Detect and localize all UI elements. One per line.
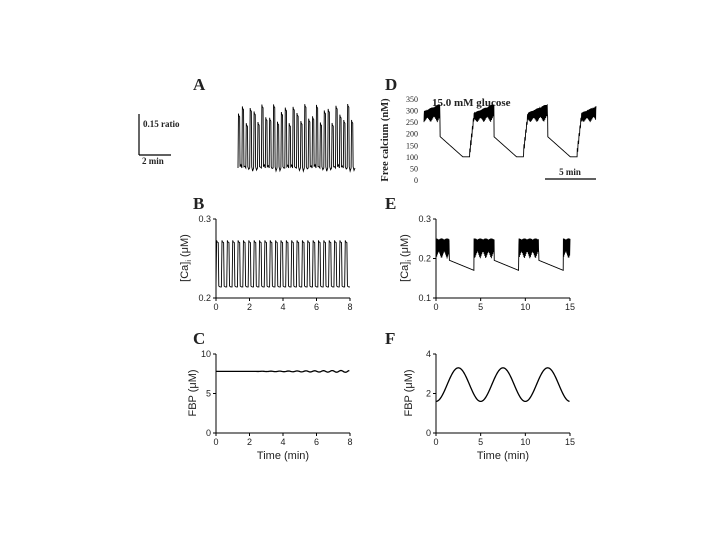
panel-e-trace [435, 238, 571, 271]
y-tick-label: 2 [426, 389, 431, 399]
panel-b-ylabel-unit: (μM) [179, 234, 191, 260]
y-tick-label: 0.3 [198, 214, 211, 224]
panel-d: D 15.0 mM glucose Free calcium (nM) 0 50 1… [380, 75, 597, 185]
y-tick-label: 250 [406, 118, 418, 127]
panel-e-ylabel-text: [Ca]i (μM) [399, 234, 413, 282]
x-tick-label: 8 [347, 302, 352, 312]
panel-a-trace [237, 103, 356, 173]
y-tick-label: 350 [406, 95, 418, 104]
panel-b-ylabel-sub: i [186, 260, 193, 262]
panel-b: B 0 2 4 6 8 0.2 0.3 [Ca]i (μM) [179, 194, 353, 312]
y-tick-label: 0 [426, 428, 431, 438]
panel-e-letter: E [385, 194, 396, 213]
y-tick-label: 0.2 [418, 254, 431, 264]
y-tick-label: 0.1 [418, 293, 431, 303]
panel-a-scalebar-y-label: 0.15 ratio [143, 119, 180, 129]
panel-f-letter: F [385, 329, 395, 348]
x-tick-label: 0 [213, 302, 218, 312]
panel-d-scalebar-label: 5 min [559, 167, 581, 177]
panel-d-ylabel-text: Free calcium (nM) [380, 98, 391, 182]
panel-d-yticks: 0 50 100 150 200 250 300 350 [406, 95, 418, 185]
y-tick-label: 200 [406, 130, 418, 139]
panel-b-letter: B [193, 194, 204, 213]
x-tick-label: 5 [478, 302, 483, 312]
panel-b-trace [215, 240, 350, 288]
y-tick-label: 0 [206, 428, 211, 438]
panel-c-ylabel-text: FBP (μM) [187, 369, 199, 416]
panel-e-ylabel-unit: (μM) [399, 234, 411, 260]
panel-b-ticks: 0 2 4 6 8 0.2 0.3 [198, 214, 352, 312]
panel-f-trace [435, 367, 570, 403]
panel-b-ylabel: [Ca]i (μM) [179, 234, 193, 282]
panel-b-ylabel-main: [Ca] [179, 262, 191, 282]
panel-e-ylabel-sub: i [406, 260, 413, 262]
x-tick-label: 15 [565, 302, 575, 312]
x-tick-label: 8 [347, 437, 352, 447]
x-tick-label: 6 [314, 302, 319, 312]
y-tick-label: 5 [206, 389, 211, 399]
panel-a-scalebar-x-label: 2 min [142, 156, 164, 166]
y-tick-label: 100 [406, 153, 418, 162]
x-tick-label: 0 [433, 437, 438, 447]
panel-e-ylabel-main: [Ca] [399, 262, 411, 282]
y-tick-label: 300 [406, 107, 418, 116]
panel-e-ylabel: [Ca]i (μM) [399, 234, 413, 282]
panel-c-letter: C [193, 329, 205, 348]
x-tick-label: 10 [520, 437, 530, 447]
y-tick-label: 0.2 [198, 293, 211, 303]
panel-c-ticks: 0 2 4 6 8 0 5 10 [201, 349, 353, 447]
y-tick-label: 4 [426, 349, 431, 359]
x-tick-label: 2 [247, 437, 252, 447]
panel-d-title: 15.0 mM glucose [432, 97, 511, 109]
y-tick-label: 50 [410, 164, 418, 173]
y-tick-label: 10 [201, 349, 211, 359]
panel-c-trace [216, 369, 350, 373]
panel-d-trace [423, 103, 597, 158]
panel-b-ylabel-text: [Ca]i (μM) [179, 234, 193, 282]
x-tick-label: 2 [247, 302, 252, 312]
x-tick-label: 0 [433, 302, 438, 312]
panel-f-xlabel: Time (min) [477, 450, 529, 462]
x-tick-label: 5 [478, 437, 483, 447]
panel-f-ticks: 0 5 10 15 0 2 4 [426, 349, 575, 447]
panel-f-ylabel-text: FBP (μM) [403, 369, 415, 416]
panel-d-letter: D [385, 75, 397, 94]
panel-f: F 0 5 10 15 0 2 4 FBP (μM) Time (min) [385, 329, 575, 462]
panel-f-ylabel: FBP (μM) [403, 369, 415, 416]
x-tick-label: 4 [280, 302, 285, 312]
x-tick-label: 0 [213, 437, 218, 447]
panel-c-ylabel: FBP (μM) [187, 369, 199, 416]
panel-a-letter: A [193, 75, 206, 94]
panel-a: A 0.15 ratio 2 min [138, 75, 356, 173]
y-tick-label: 150 [406, 141, 418, 150]
y-tick-label: 0.3 [418, 214, 431, 224]
panel-c: C 0 2 4 6 8 0 5 10 FBP (μM) Time (min) [187, 329, 353, 462]
x-tick-label: 6 [314, 437, 319, 447]
panel-c-xlabel: Time (min) [257, 450, 309, 462]
x-tick-label: 10 [520, 302, 530, 312]
x-tick-label: 4 [280, 437, 285, 447]
panel-e: E 0 5 10 15 0.1 0.2 0.3 [Ca]i (μM) [385, 194, 575, 312]
y-tick-label: 0 [414, 176, 418, 185]
panel-d-ylabel: Free calcium (nM) [380, 98, 391, 182]
x-tick-label: 15 [565, 437, 575, 447]
panel-e-ticks: 0 5 10 15 0.1 0.2 0.3 [418, 214, 575, 312]
